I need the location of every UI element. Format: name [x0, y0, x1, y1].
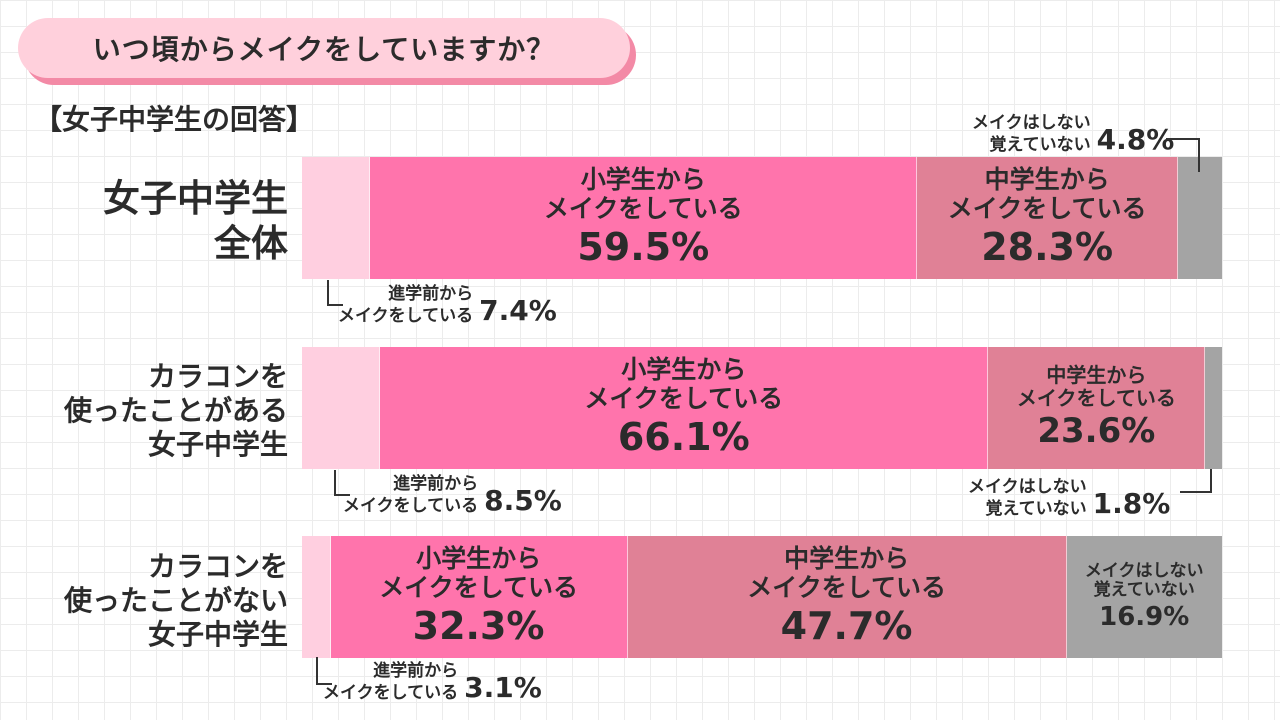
callout-none-contact-users: メイクはしない 覚えていない 1.8%: [968, 477, 1171, 521]
bar-segment-junior-high: 中学生から メイクをしている 28.3%: [917, 157, 1178, 279]
bar-segment-elementary: 小学生から メイクをしている 66.1%: [380, 347, 989, 469]
leader-line: [1180, 469, 1212, 493]
row-label-contact-users: カラコンを 使ったことがある 女子中学生: [63, 360, 288, 462]
bar-segment-before-junior-high: [302, 347, 381, 469]
callout-before-all: 進学前から メイクをしている 7.4%: [338, 284, 557, 328]
callout-before-contact-users: 進学前から メイクをしている 8.5%: [343, 474, 562, 518]
leader-line: [1166, 138, 1200, 172]
bar-segment-none: メイクはしない 覚えていない 16.9%: [1066, 536, 1222, 658]
leader-line: [327, 280, 343, 306]
chart-title: いつ頃からメイクをしていますか？: [18, 18, 630, 78]
bar-segment-junior-high: 中学生から メイクをしている 47.7%: [627, 536, 1067, 658]
leader-line: [316, 657, 332, 685]
bar-segment-elementary: 小学生から メイクをしている 32.3%: [330, 536, 628, 658]
bar-segment-none: [1177, 157, 1222, 279]
bar-segment-junior-high: 中学生から メイクをしている 23.6%: [988, 347, 1206, 469]
bar-segment-before-junior-high: [302, 157, 371, 279]
chart-subtitle: 【女子中学生の回答】: [34, 103, 315, 136]
callout-none-all: メイクはしない 覚えていない 4.8%: [972, 113, 1175, 157]
bar-segment-none: [1205, 347, 1222, 469]
callout-before-contact-non-users: 進学前から メイクをしている 3.1%: [323, 661, 542, 705]
stacked-bar-contact-users: 小学生から メイクをしている 66.1% 中学生から メイクをしている 23.6…: [302, 347, 1222, 469]
bar-segment-elementary: 小学生から メイクをしている 59.5%: [370, 157, 918, 279]
stacked-bar-all: 小学生から メイクをしている 59.5% 中学生から メイクをしている 28.3…: [302, 157, 1222, 279]
row-label-all: 女子中学生 全体: [103, 177, 288, 266]
bar-segment-before-junior-high: [302, 536, 331, 658]
row-label-contact-non-users: カラコンを 使ったことがない 女子中学生: [63, 550, 288, 652]
leader-line: [334, 470, 350, 496]
stacked-bar-contact-non-users: 小学生から メイクをしている 32.3% 中学生から メイクをしている 47.7…: [302, 536, 1222, 658]
